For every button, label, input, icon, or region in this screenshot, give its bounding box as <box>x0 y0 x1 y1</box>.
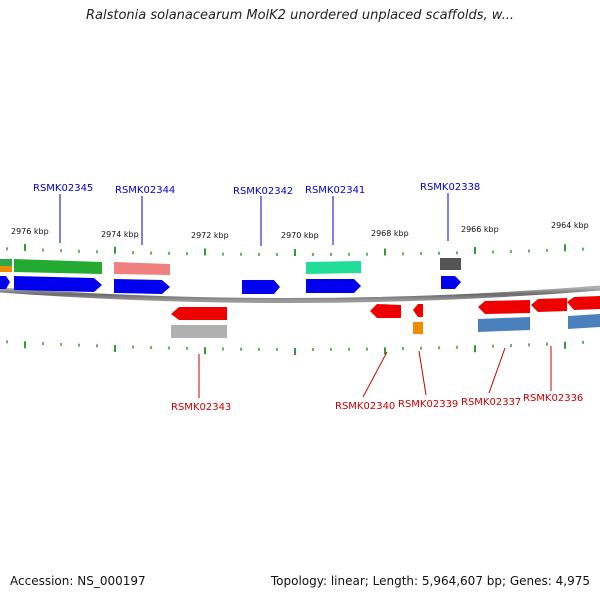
forward-strand-features <box>0 258 461 294</box>
scale-label-2970: 2970 kbp <box>281 231 319 240</box>
scale-label-2966: 2966 kbp <box>461 225 499 234</box>
gene-box-RSMK02343[interactable] <box>171 325 227 338</box>
scale-label-2968: 2968 kbp <box>371 229 409 238</box>
label-RSMK02342[interactable]: RSMK02342 <box>233 186 293 197</box>
gene-box-RSMK02339[interactable] <box>413 322 423 334</box>
gene-arrow-RSMK02344[interactable] <box>114 279 170 294</box>
scale-label-2976: 2976 kbp <box>11 227 49 236</box>
gene-box-RSMK02344[interactable] <box>114 262 170 275</box>
label-RSMK02336[interactable]: RSMK02336 <box>523 393 583 404</box>
label-RSMK02343[interactable]: RSMK02343 <box>171 402 231 413</box>
scale-label-2974: 2974 kbp <box>101 230 139 239</box>
gene-box-RSMK02345[interactable] <box>14 259 102 274</box>
accession-text: Accession: NS_000197 <box>10 574 146 588</box>
scaffold-backbone <box>0 285 600 304</box>
gene-arrow-RSMK02340[interactable] <box>370 304 401 318</box>
label-RSMK02339[interactable]: RSMK02339 <box>398 399 458 410</box>
gene-box-RSMK02338[interactable] <box>440 258 461 270</box>
label-RSMK02337[interactable]: RSMK02337 <box>461 397 521 408</box>
leader-RSMK02337 <box>488 347 506 394</box>
gene-arrow-edge[interactable] <box>0 276 10 289</box>
leader-RSMK02339 <box>418 350 427 396</box>
gene-arrow-RSMK02338[interactable] <box>441 276 461 289</box>
gene-arrow-RSMK02339[interactable] <box>413 304 423 317</box>
gene-arrow-RSMK02342[interactable] <box>242 280 280 294</box>
label-RSMK02341[interactable]: RSMK02341 <box>305 185 365 196</box>
gene-box-RSMK02337[interactable] <box>478 317 530 332</box>
leader-RSMK02340 <box>362 351 388 398</box>
gene-arrow-RSMK02337[interactable] <box>478 300 530 314</box>
label-RSMK02344[interactable]: RSMK02344 <box>115 185 175 196</box>
label-RSMK02338[interactable]: RSMK02338 <box>420 182 480 193</box>
gene-arrow-RSMK02345[interactable] <box>14 276 102 292</box>
label-RSMK02340[interactable]: RSMK02340 <box>335 401 395 412</box>
gene-arrow-RSMK02336[interactable] <box>531 298 567 312</box>
scale-label-2964: 2964 kbp <box>551 221 589 230</box>
scale-ticks <box>6 243 584 355</box>
reverse-labels: RSMK02343 RSMK02340 RSMK02339 RSMK02337 … <box>171 346 583 413</box>
gene-arrow-edge-right[interactable] <box>567 296 600 310</box>
gene-arrow-RSMK02341[interactable] <box>306 279 361 293</box>
label-RSMK02345[interactable]: RSMK02345 <box>33 183 93 194</box>
gene-box-edge-orange[interactable] <box>0 266 12 272</box>
topology-summary: Topology: linear; Length: 5,964,607 bp; … <box>270 574 590 588</box>
gene-box-edge-right[interactable] <box>568 314 600 329</box>
reverse-strand-features <box>171 296 600 338</box>
forward-labels: RSMK02345 RSMK02344 RSMK02342 RSMK02341 … <box>33 182 480 246</box>
gene-box-RSMK02341[interactable] <box>306 261 361 274</box>
scale-label-2972: 2972 kbp <box>191 231 229 240</box>
gene-arrow-RSMK02343[interactable] <box>171 307 227 320</box>
map-title: Ralstonia solanacearum MolK2 unordered u… <box>85 8 514 23</box>
